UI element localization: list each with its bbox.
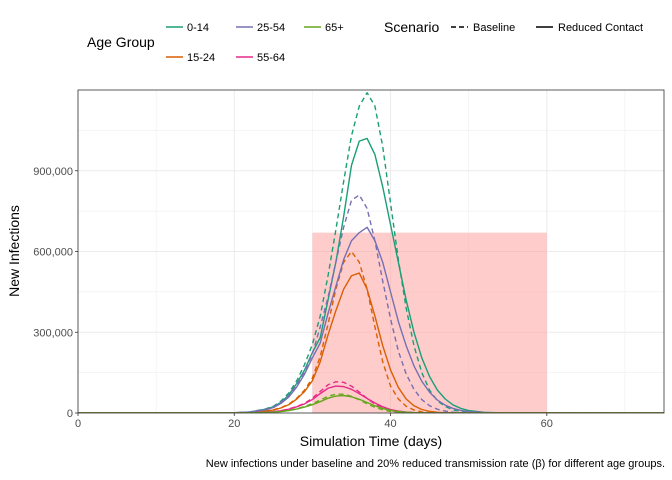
series-line-65-reduced-contact xyxy=(78,394,664,413)
series-line-15-24-reduced-contact xyxy=(78,272,664,413)
y-tick-label: 0 xyxy=(67,408,73,420)
x-tick-label: 0 xyxy=(75,418,81,430)
series-lines xyxy=(78,91,664,413)
legend-label-15-24: 15-24 xyxy=(187,52,215,64)
legend-label-0-14: 0-14 xyxy=(187,22,209,34)
legend-scenario-items: Baseline Reduced Contact xyxy=(451,22,643,34)
legend-label-55-64: 55-64 xyxy=(257,52,285,64)
legend-age-items: 0-14 15-24 25-54 55-64 65+ xyxy=(166,22,344,64)
x-tick-label: 60 xyxy=(541,418,553,430)
x-axis: 0 20 40 60 xyxy=(75,413,553,430)
y-tick-label: 900,000 xyxy=(33,166,73,178)
legend-title-scenario: Scenario xyxy=(384,19,439,35)
legend: Age Group 0-14 15-24 25-54 55-64 65+ Scenari… xyxy=(87,19,643,64)
y-axis-title: New Infections xyxy=(6,205,22,297)
y-tick-label: 600,000 xyxy=(33,247,73,259)
legend-label-65: 65+ xyxy=(325,22,344,34)
x-tick-label: 40 xyxy=(384,418,396,430)
legend-label-baseline: Baseline xyxy=(473,22,515,34)
legend-title-age-group: Age Group xyxy=(87,34,155,50)
series-line-25-54-reduced-contact xyxy=(78,226,664,413)
chart-caption: New infections under baseline and 20% re… xyxy=(206,458,665,470)
series-line-0-14-reduced-contact xyxy=(78,137,664,413)
legend-label-25-54: 25-54 xyxy=(257,22,285,34)
highlight-rect xyxy=(312,232,547,413)
y-tick-label: 300,000 xyxy=(33,327,73,339)
y-axis: 0 300,000 600,000 900,000 xyxy=(33,166,78,420)
series-line-55-64-baseline xyxy=(78,381,664,413)
highlight-region xyxy=(312,232,547,413)
legend-label-reduced-contact: Reduced Contact xyxy=(558,22,643,34)
x-tick-label: 20 xyxy=(228,418,240,430)
x-axis-title: Simulation Time (days) xyxy=(300,433,442,449)
series-line-55-64-reduced-contact xyxy=(78,385,664,413)
